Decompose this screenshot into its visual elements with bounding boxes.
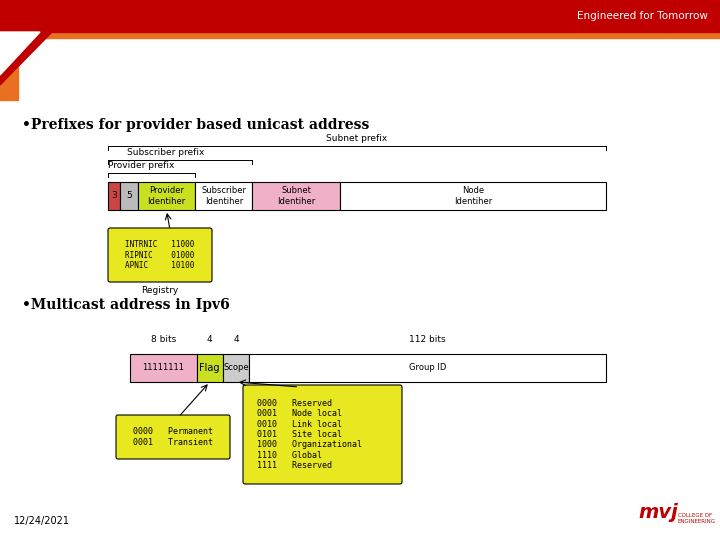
FancyBboxPatch shape xyxy=(116,415,230,459)
Text: COLLEGE OF
ENGINEERING: COLLEGE OF ENGINEERING xyxy=(678,513,716,524)
Bar xyxy=(222,354,249,382)
FancyBboxPatch shape xyxy=(108,228,212,282)
Text: Engineered for Tomorrow: Engineered for Tomorrow xyxy=(577,11,708,21)
Text: Scope: Scope xyxy=(223,363,248,373)
Text: •Multicast address in Ipv6: •Multicast address in Ipv6 xyxy=(22,298,230,312)
Text: INTRNIC   11000
RIPNIC    01000
APNIC     10100: INTRNIC 11000 RIPNIC 01000 APNIC 10100 xyxy=(125,240,194,270)
Bar xyxy=(0,0,18,100)
Bar xyxy=(0,0,720,32)
Text: 112 bits: 112 bits xyxy=(409,335,446,344)
Text: •Prefixes for provider based unicast address: •Prefixes for provider based unicast add… xyxy=(22,118,369,132)
Text: 4: 4 xyxy=(207,335,212,344)
Text: 0000   Permanent
0001   Transient: 0000 Permanent 0001 Transient xyxy=(133,427,213,447)
Polygon shape xyxy=(0,32,40,75)
Bar xyxy=(249,354,606,382)
Text: Subnet
Identiher: Subnet Identiher xyxy=(277,186,315,206)
Text: Registry: Registry xyxy=(141,286,179,295)
Bar xyxy=(197,354,222,382)
Text: Subnet prefix: Subnet prefix xyxy=(326,134,387,143)
Text: Group ID: Group ID xyxy=(409,363,446,373)
Bar xyxy=(0,0,720,38)
Text: Provider
Identiher: Provider Identiher xyxy=(148,186,186,206)
Text: 11111111: 11111111 xyxy=(143,363,184,373)
Text: 8 bits: 8 bits xyxy=(150,335,176,344)
Text: Node
Identiher: Node Identiher xyxy=(454,186,492,206)
Text: Provider prefix: Provider prefix xyxy=(109,161,175,170)
Bar xyxy=(120,182,138,210)
Text: 0000   Reserved
0001   Node local
0010   Link local
0101   Site local
1000   Org: 0000 Reserved 0001 Node local 0010 Link … xyxy=(257,399,362,470)
Text: Subscriber prefix: Subscriber prefix xyxy=(127,148,204,157)
Text: mvj: mvj xyxy=(638,503,678,522)
FancyBboxPatch shape xyxy=(243,385,402,484)
Text: 12/24/2021: 12/24/2021 xyxy=(14,516,70,526)
Bar xyxy=(253,182,340,210)
Text: 3: 3 xyxy=(112,192,117,200)
Bar xyxy=(195,182,253,210)
Bar xyxy=(340,182,606,210)
Bar xyxy=(108,182,120,210)
Text: Flag: Flag xyxy=(199,363,220,373)
Polygon shape xyxy=(0,32,52,85)
Text: 4: 4 xyxy=(233,335,239,344)
Bar xyxy=(130,354,197,382)
Text: 5: 5 xyxy=(126,192,132,200)
Text: Subscriber
Identiher: Subscriber Identiher xyxy=(202,186,246,206)
Bar xyxy=(138,182,195,210)
